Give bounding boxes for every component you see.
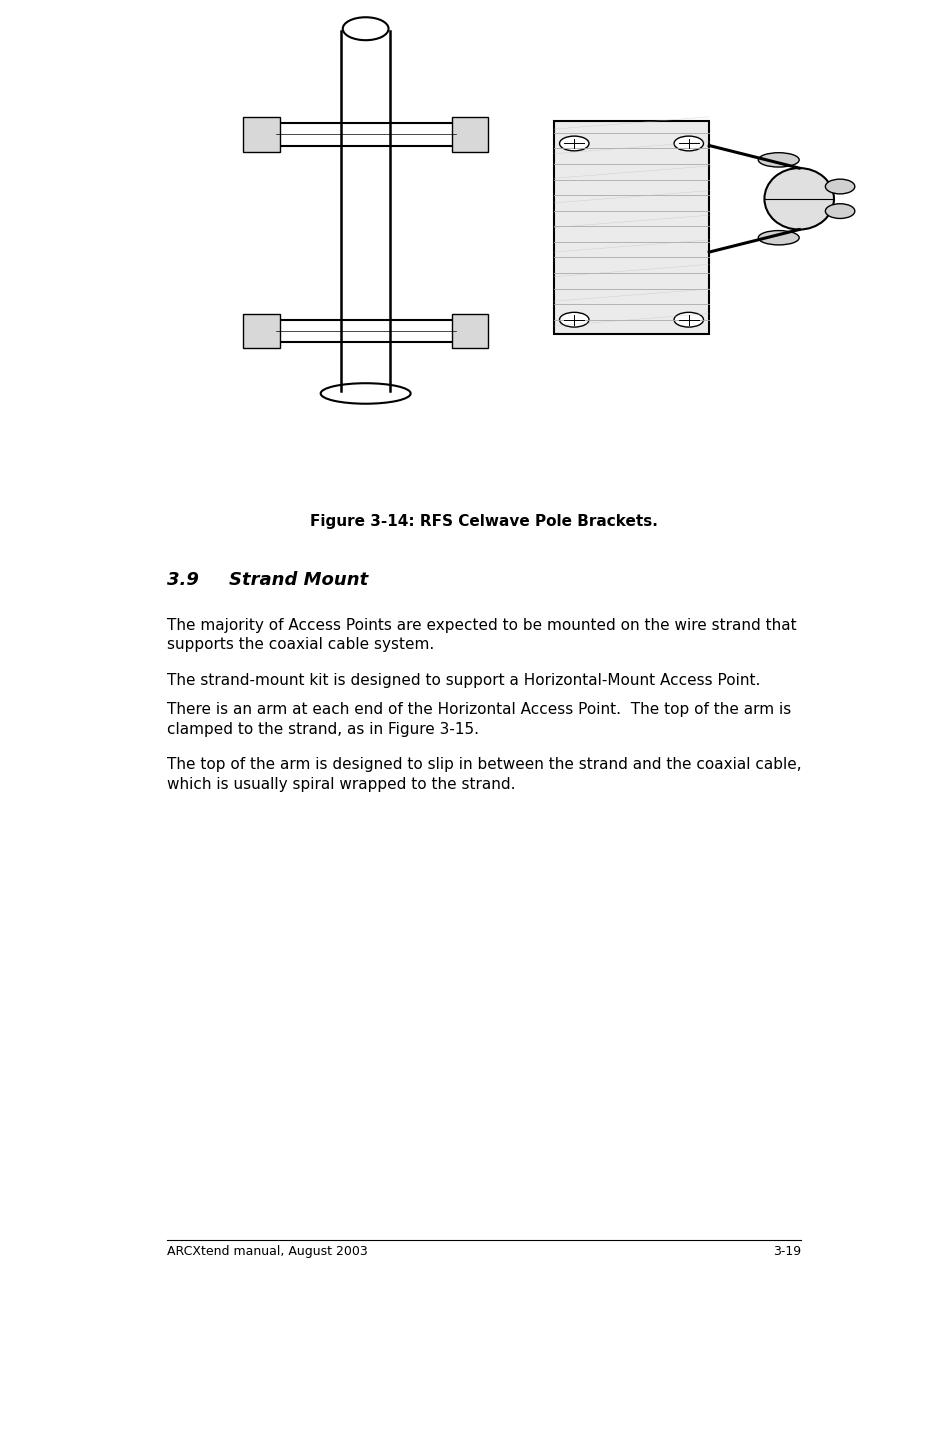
Circle shape	[825, 180, 855, 194]
Bar	[451, 313, 488, 348]
Bar	[276, 124, 456, 145]
Text: The strand-mount kit is designed to support a Horizontal-Mount Access Point.: The strand-mount kit is designed to supp…	[167, 673, 760, 687]
Circle shape	[674, 137, 703, 151]
Bar	[243, 116, 279, 151]
Ellipse shape	[758, 152, 800, 167]
Text: Strand Mount: Strand Mount	[229, 571, 368, 590]
Text: The top of the arm is designed to slip in between the strand and the coaxial cab: The top of the arm is designed to slip i…	[167, 758, 801, 792]
Circle shape	[560, 137, 589, 151]
Bar	[554, 121, 709, 334]
Ellipse shape	[758, 230, 800, 244]
Text: 3-19: 3-19	[772, 1244, 801, 1258]
Text: Figure 3-14: RFS Celwave Pole Brackets.: Figure 3-14: RFS Celwave Pole Brackets.	[310, 513, 658, 529]
Circle shape	[825, 204, 855, 219]
Text: The majority of Access Points are expected to be mounted on the wire strand that: The majority of Access Points are expect…	[167, 618, 797, 653]
Text: ARCXtend manual, August 2003: ARCXtend manual, August 2003	[167, 1244, 367, 1258]
Ellipse shape	[765, 168, 834, 230]
Bar	[276, 319, 456, 342]
Bar	[451, 116, 488, 151]
Bar	[243, 313, 279, 348]
Text: 3.9: 3.9	[167, 571, 198, 590]
Circle shape	[674, 312, 703, 326]
Ellipse shape	[321, 383, 411, 404]
Text: There is an arm at each end of the Horizontal Access Point.  The top of the arm : There is an arm at each end of the Horiz…	[167, 702, 791, 736]
Circle shape	[560, 312, 589, 326]
